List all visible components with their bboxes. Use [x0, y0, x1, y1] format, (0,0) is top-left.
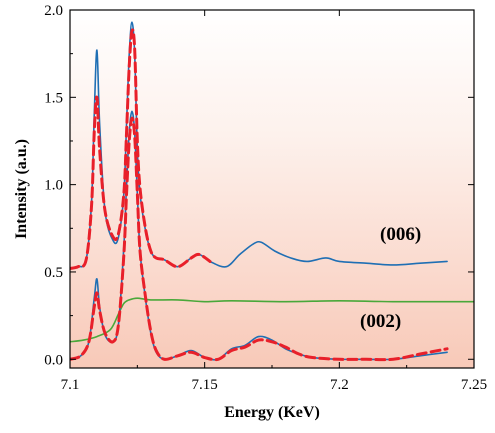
x-tick-label: 7.25	[461, 377, 487, 393]
x-tick-label: 7.1	[61, 377, 80, 393]
y-tick-label: 0.0	[44, 352, 63, 368]
series-layer	[70, 21, 474, 362]
annotation-002: (002)	[360, 311, 401, 332]
x-tick-label: 7.2	[330, 377, 349, 393]
series-line-1	[70, 28, 212, 270]
y-tick-label: 2.0	[44, 3, 63, 19]
y-tick-label: 1.0	[44, 178, 63, 194]
x-axis-label: Energy (KeV)	[224, 404, 320, 421]
ticks-layer: 7.1 7.15 7.2 7.25 0.0 0.5 1.0 1.5 2.0	[44, 3, 487, 393]
y-tick-label: 1.5	[44, 90, 63, 106]
x-tick-label: 7.15	[192, 377, 218, 393]
y-tick-label: 0.5	[44, 265, 63, 281]
annotation-006: (006)	[380, 224, 421, 245]
series-line-3	[70, 116, 449, 362]
y-axis-label: Intensity (a.u.)	[13, 139, 30, 239]
